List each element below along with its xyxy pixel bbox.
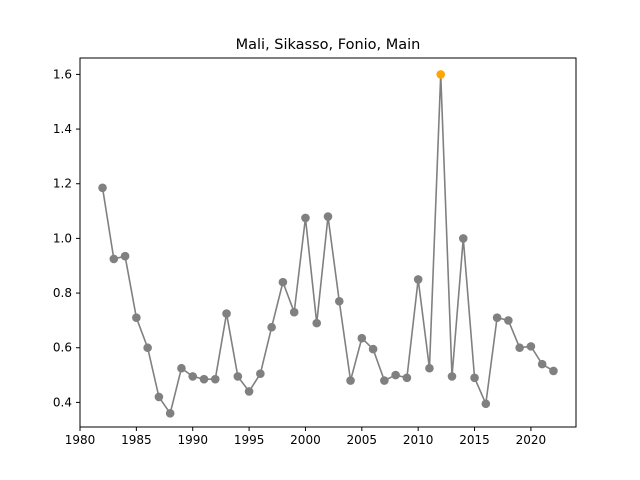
data-point [278,277,288,287]
data-point [402,373,412,383]
data-point [368,344,378,354]
data-point [222,309,231,318]
highlight-point [436,70,446,79]
data-point [334,296,344,306]
data-point [244,387,254,396]
data-point [177,363,186,373]
data-point [256,369,265,379]
y-tick-label: 1.6 [53,67,72,81]
data-point [289,307,299,317]
data-point [210,374,220,384]
data-point [526,342,536,351]
plot-frame [79,57,577,428]
data-point [301,213,310,223]
x-tick-label: 1980 [65,433,96,447]
x-tick-label: 1990 [177,433,208,447]
data-point [515,343,524,353]
data-point [447,372,457,381]
data-point [504,316,513,325]
data-point [458,234,468,243]
data-point [549,366,558,376]
x-tick-label: 2020 [516,433,547,447]
data-point [143,343,152,353]
y-tick-label: 0.6 [53,341,72,355]
x-tick-label: 2015 [459,433,490,447]
data-point [380,376,389,385]
data-point [413,275,423,284]
data-point [109,254,119,264]
y-tick-label: 1.2 [53,177,72,191]
data-point [492,313,502,322]
y-tick-label: 1.4 [53,122,72,136]
y-tick-label: 0.8 [53,286,72,300]
y-tick-label: 0.4 [53,395,72,409]
chart-title: Mali, Sikasso, Fonio, Main [236,37,421,53]
data-point [188,372,198,381]
data-point [199,374,209,384]
x-tick-label: 2010 [403,433,434,447]
data-point [233,372,243,381]
data-point [346,376,355,385]
x-tick-label: 2005 [347,433,378,447]
data-point [481,399,491,409]
x-tick-label: 1985 [121,433,152,447]
data-point [357,333,367,343]
data-point [425,363,434,373]
data-point [267,322,276,332]
data-point [132,313,141,322]
data-point [323,212,333,221]
x-tick-label: 1995 [234,433,265,447]
series-line [101,74,554,416]
data-point [537,359,547,369]
x-tick-label: 2000 [290,433,321,447]
data-point [154,392,164,402]
data-point [98,183,107,193]
y-tick-label: 1.0 [53,231,72,245]
data-point [120,251,130,261]
data-point [391,370,400,380]
data-point [470,373,479,383]
data-point [312,318,322,328]
data-point [165,409,175,418]
